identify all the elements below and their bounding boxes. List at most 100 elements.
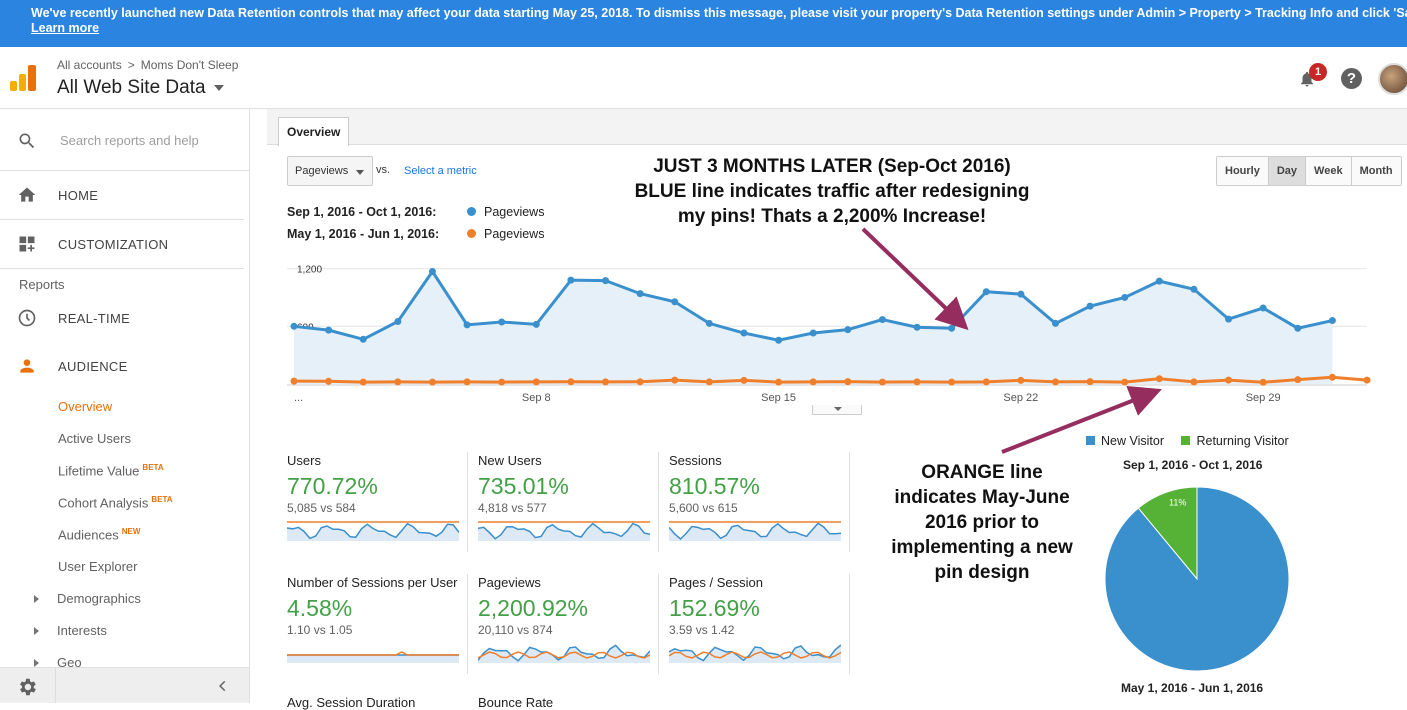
property-selector[interactable]: All Web Site Data [57,77,224,99]
data-point[interactable] [844,326,852,334]
data-point[interactable] [1294,324,1302,332]
data-point[interactable] [740,376,748,384]
data-point[interactable] [463,321,471,329]
granularity-month[interactable]: Month [1351,157,1401,185]
data-point[interactable] [1155,277,1163,285]
nav-audience[interactable]: AUDIENCE [0,342,244,391]
data-point[interactable] [775,336,783,344]
data-point[interactable] [498,318,506,326]
data-point[interactable] [1259,378,1267,386]
data-point[interactable] [1017,376,1025,384]
data-point[interactable] [1294,376,1302,384]
data-point[interactable] [498,378,506,386]
data-point[interactable] [671,376,679,384]
sidebar-item-demographics[interactable]: Demographics [57,591,141,606]
search-input[interactable]: Search reports and help [60,133,199,148]
breadcrumb-item[interactable]: Moms Don't Sleep [140,58,239,72]
metric-card-pages-per-session[interactable]: Pages / Session 152.69% 3.59 vs 1.42 [669,575,849,663]
pie-slice[interactable] [1104,486,1290,672]
data-point[interactable] [1363,376,1371,384]
sidebar-item-lifetime-value[interactable]: Lifetime Value BETA [58,463,164,478]
data-point[interactable] [394,318,402,325]
search-reports[interactable]: Search reports and help [0,109,249,171]
data-point[interactable] [809,378,817,386]
expand-triangle-icon[interactable] [34,659,39,667]
data-point[interactable] [290,322,298,330]
data-point[interactable] [948,378,956,386]
sidebar-item-active-users[interactable]: Active Users [58,431,131,446]
data-point[interactable] [1328,317,1336,325]
metric-card-new-users[interactable]: New Users 735.01% 4,818 vs 577 [478,453,658,541]
data-point[interactable] [775,378,783,386]
granularity-hourly[interactable]: Hourly [1217,157,1269,185]
data-point[interactable] [602,277,610,285]
sidebar-item-user-explorer[interactable]: User Explorer [58,559,137,574]
data-point[interactable] [636,290,644,298]
data-point[interactable] [394,378,402,386]
data-point[interactable] [913,323,921,331]
data-point[interactable] [982,288,990,296]
data-point[interactable] [982,378,990,386]
data-point[interactable] [705,319,713,327]
data-point[interactable] [1225,315,1233,323]
data-point[interactable] [1051,378,1059,386]
avatar[interactable] [1378,63,1407,95]
data-point[interactable] [1121,378,1129,386]
data-point[interactable] [290,377,298,385]
data-point[interactable] [1017,290,1025,298]
data-point[interactable] [359,378,367,386]
metric-card-sessions[interactable]: Sessions 810.57% 5,600 vs 615 [669,453,849,541]
sidebar-item-interests[interactable]: Interests [57,623,107,638]
data-point[interactable] [532,320,540,328]
help-icon[interactable]: ? [1341,68,1362,89]
sidebar-item-geo[interactable]: Geo [57,655,82,670]
data-point[interactable] [1051,319,1059,327]
data-point[interactable] [428,268,436,275]
sidebar-item-audiences[interactable]: Audiences NEW [58,527,140,542]
breadcrumb-item[interactable]: All accounts [57,58,122,72]
data-point[interactable] [463,378,471,386]
metric-card-sessions-per-user[interactable]: Number of Sessions per User 4.58% 1.10 v… [287,575,467,663]
chart-collapse-toggle[interactable] [812,405,862,415]
data-point[interactable] [1190,285,1198,293]
data-point[interactable] [567,378,575,386]
data-point[interactable] [740,329,748,337]
metric-select[interactable]: Pageviews [287,156,373,186]
granularity-week[interactable]: Week [1306,157,1352,185]
data-point[interactable] [878,378,886,386]
nav-customization[interactable]: CUSTOMIZATION [0,220,244,269]
data-point[interactable] [325,326,333,334]
data-point[interactable] [636,378,644,386]
data-point[interactable] [1086,378,1094,386]
data-point[interactable] [532,378,540,386]
nav-realtime[interactable]: REAL-TIME [0,294,244,343]
data-point[interactable] [325,377,333,385]
sidebar-item-overview[interactable]: Overview [58,399,112,414]
data-point[interactable] [844,378,852,386]
data-point[interactable] [671,298,679,306]
select-metric-link[interactable]: Select a metric [404,165,477,177]
data-point[interactable] [567,276,575,284]
data-point[interactable] [705,378,713,386]
metric-card-pageviews[interactable]: Pageviews 2,200.92% 20,110 vs 874 [478,575,658,663]
chevron-left-icon[interactable] [216,679,230,693]
data-point[interactable] [1155,375,1163,383]
gear-icon[interactable] [16,676,38,698]
data-point[interactable] [602,378,610,386]
expand-triangle-icon[interactable] [34,627,39,635]
data-point[interactable] [1259,304,1267,312]
analytics-logo[interactable] [10,65,36,91]
data-point[interactable] [809,329,817,337]
breadcrumb[interactable]: All accounts > Moms Don't Sleep [57,58,238,72]
learn-more-link[interactable]: Learn more [31,21,100,35]
expand-triangle-icon[interactable] [34,595,39,603]
data-point[interactable] [878,316,886,324]
granularity-day[interactable]: Day [1268,157,1307,185]
nav-home[interactable]: HOME [0,171,244,220]
metric-card-users[interactable]: Users 770.72% 5,085 vs 584 [287,453,467,541]
sidebar-item-cohort-analysis[interactable]: Cohort Analysis BETA [58,495,173,510]
data-point[interactable] [1190,378,1198,386]
data-point[interactable] [913,378,921,386]
data-point[interactable] [1225,376,1233,384]
tab-overview[interactable]: Overview [278,117,350,146]
